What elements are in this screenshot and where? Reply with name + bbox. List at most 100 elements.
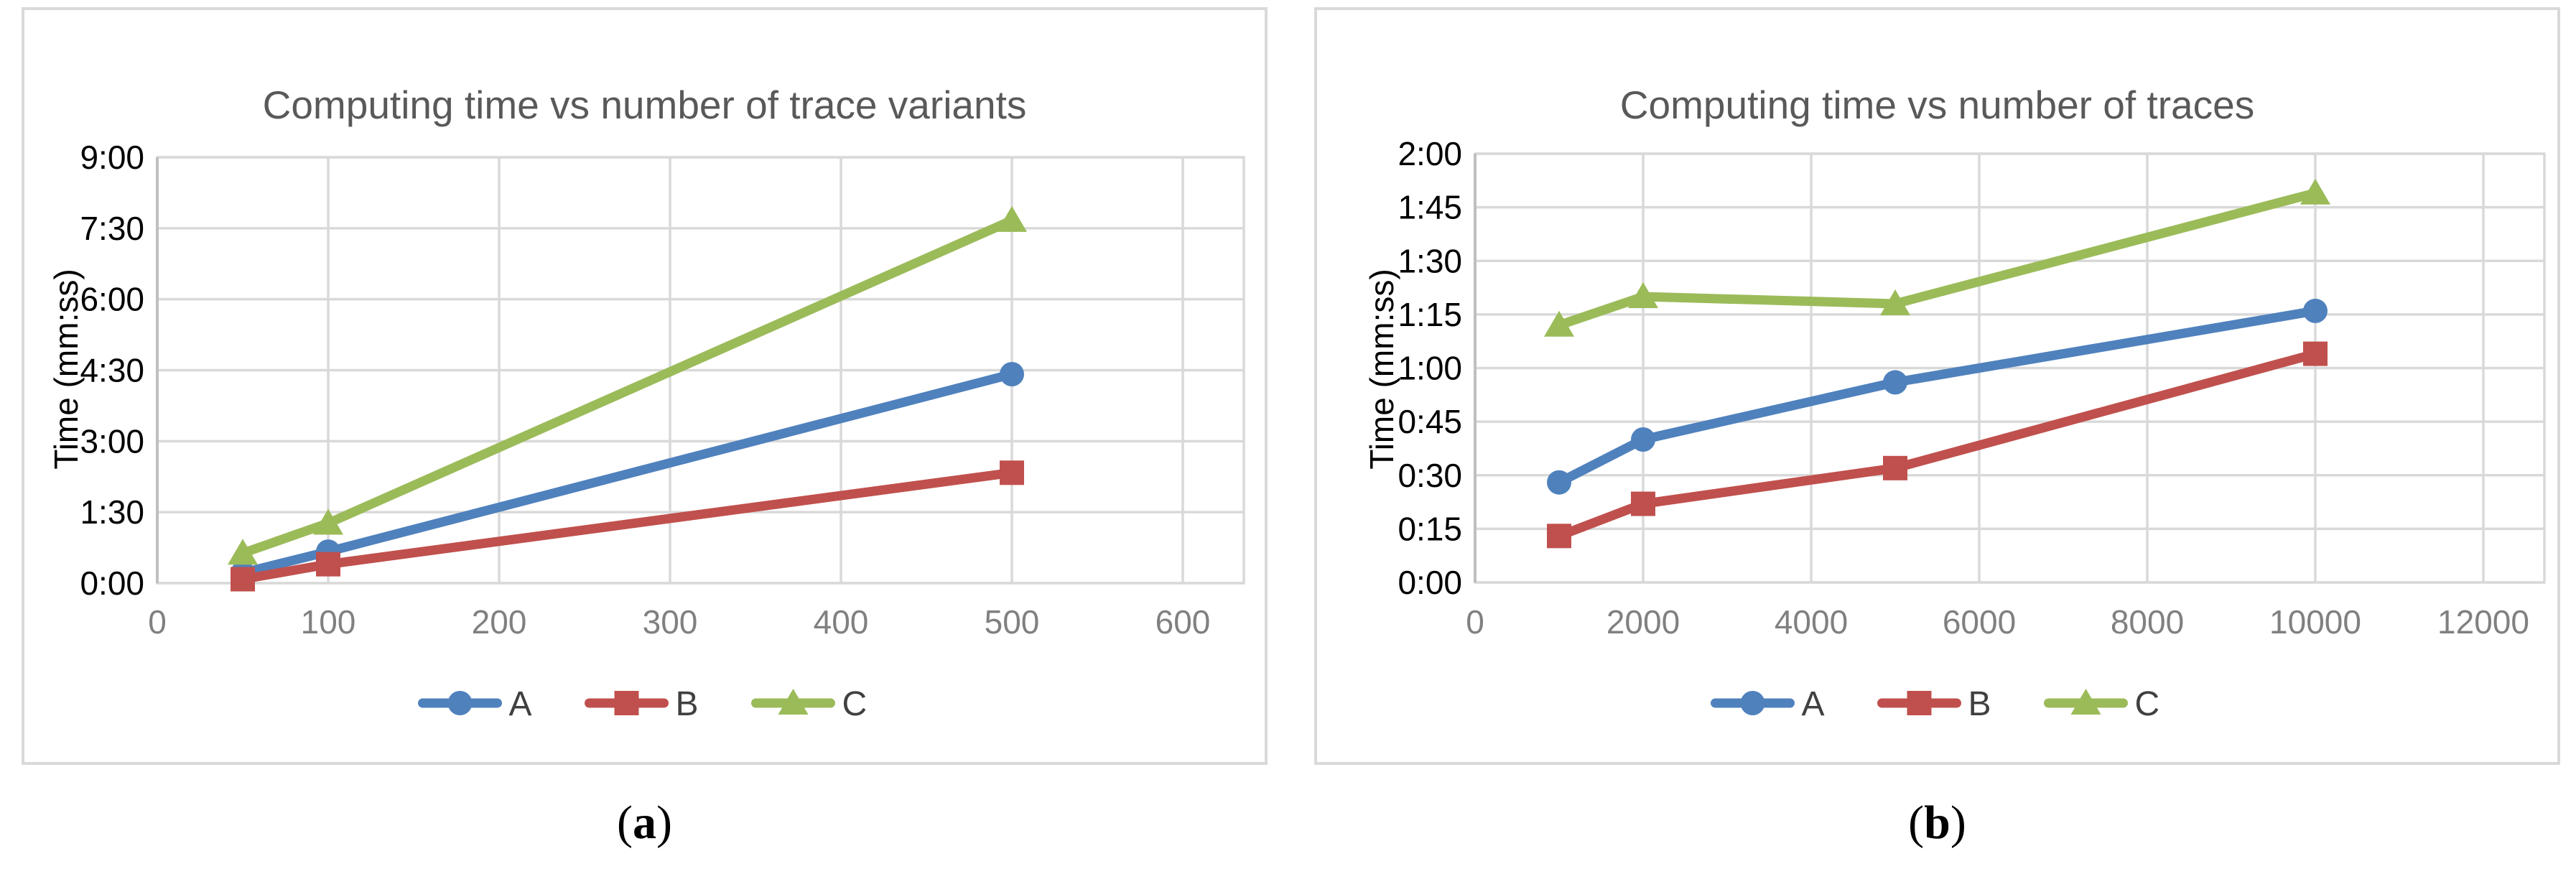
chart-b-legend-item-A: A [1711,685,1825,723]
chart-b-legend-label-B: B [1968,685,1991,723]
chart-b-x-tick-label: 6000 [1943,603,2016,641]
chart-b-x-tick-label: 2000 [1606,603,1680,641]
chart-b-y-tick-labels: 0:00 0:15 0:30 0:45 1:00 1:15 1:30 1:45 2:00 [1398,135,1462,601]
chart-a-x-tick-label: 600 [1156,603,1211,641]
chart-b-legend-label-A: A [1802,685,1825,723]
caption-a-letter: a [633,796,656,849]
chart-a-y-tick-label: 7:30 [80,210,144,247]
chart-b-x-tick-label: 8000 [2111,603,2184,641]
chart-b-series-B-marker [2303,341,2328,366]
caption-b: (b) [1314,796,2560,850]
chart-b-series-B-marker [1883,455,1907,480]
chart-a-y-tick-labels: 0:00 1:30 3:00 4:30 6:00 7:30 9:00 [80,139,144,602]
caption-a-close: ) [656,796,672,849]
chart-a-legend-item-A: A [418,685,532,723]
chart-a-legend-label-A: A [509,685,532,723]
chart-a-y-tick-label: 6:00 [80,281,144,318]
chart-a-legend-item-B: B [585,685,699,723]
chart-a-legend-item-C: C [751,685,868,723]
chart-b-series-C [1544,178,2330,337]
chart-b-y-tick-label: 0:45 [1398,403,1462,440]
chart-b-series-C-line [1554,188,2320,330]
chart-b-series-B [1547,341,2328,549]
chart-b-series-C-marker [1880,289,1910,315]
chart-b-series-A-marker [1547,470,1571,495]
caption-b-open: ( [1908,796,1925,849]
caption-a-open: ( [617,796,633,849]
chart-a-series-B-marker [316,552,340,577]
chart-a-y-tick-label: 1:30 [80,493,144,531]
chart-a-series-C [228,205,1027,565]
chart-a-series-B-marker [1000,460,1024,485]
chart-b-x-tick-label: 10000 [2269,603,2361,641]
chart-a-panel: Computing time vs number of trace varian… [22,7,1268,765]
chart-a-x-tick-labels: 0 100 200 300 400 500 600 [148,603,1210,641]
chart-a-y-tick-label: 4:30 [80,352,144,389]
chart-b-gridlines [1474,152,2544,584]
chart-a-x-tick-label: 0 [148,603,167,641]
chart-b-series-B-line [1554,349,2320,541]
chart-a-y-tick-label: 3:00 [80,422,144,460]
chart-b-y-tick-label: 1:30 [1398,242,1462,279]
chart-a-series-B-marker [231,567,255,592]
chart-b-series-A-line [1554,306,2320,488]
chart-a-series-C-line [238,215,1017,558]
chart-b-x-tick-labels: 0 2000 4000 6000 8000 10000 12000 [1466,603,2529,641]
chart-b-series-C-marker [1628,282,1658,308]
chart-b-y-tick-label: 0:00 [1398,564,1462,601]
chart-b-legend-item-B: B [1877,685,1991,723]
caption-a: (a) [22,796,1268,850]
chart-a-series-C-marker [313,508,343,535]
chart-b-series-A-marker [1631,427,1655,452]
chart-b-series-C-marker [2300,178,2330,205]
chart-b-y-tick-label: 1:45 [1398,189,1462,226]
chart-b-series-B-marker [1631,491,1655,516]
caption-b-letter: b [1924,796,1950,849]
chart-b-x-tick-label: 4000 [1775,603,1848,641]
chart-b-legend-marker-B [1907,691,1932,715]
chart-a-series-B-line [238,468,1017,585]
chart-b-series-B-marker [1547,524,1571,549]
chart-b-y-tick-label: 1:15 [1398,296,1462,333]
chart-a-y-tick-label: 0:00 [80,564,144,602]
chart-a-series-A-line [238,369,1017,578]
chart-a-legend-marker-C [778,689,809,715]
chart-a-legend-marker-A [447,691,473,715]
chart-b-legend: A B C [1711,685,2160,723]
chart-a-x-tick-label: 300 [643,603,698,641]
chart-a-series-B [231,460,1024,592]
chart-a-x-tick-label: 400 [814,603,869,641]
chart-b-y-tick-label: 0:15 [1398,510,1462,547]
chart-b-legend-item-C: C [2044,685,2160,723]
chart-a-series-A-marker [1000,361,1024,386]
caption-b-close: ) [1950,796,1966,849]
chart-b-y-tick-label: 0:30 [1398,457,1462,494]
chart-a-legend-marker-B [614,691,639,715]
chart-a-y-tick-label: 9:00 [80,139,144,176]
chart-a-gridlines [156,156,1244,585]
chart-a-x-tick-label: 500 [985,603,1040,641]
chart-b-series-C-marker [1544,310,1574,337]
chart-b-legend-label-C: C [2135,685,2160,723]
chart-a-series-C-marker [228,539,258,565]
chart-a-legend: A B C [418,685,868,723]
chart-b-y-tick-label: 2:00 [1398,135,1462,172]
chart-a-legend-label-B: B [676,685,699,723]
chart-b-x-tick-label: 0 [1466,603,1484,641]
chart-b-series-A [1547,298,2328,495]
chart-a-series-C-marker [997,205,1027,232]
chart-b-title: Computing time vs number of traces [1619,83,2255,127]
chart-b-y-tick-label: 1:00 [1398,350,1462,387]
chart-b-plot: 0:00 0:15 0:30 0:45 1:00 1:15 1:30 1:45 2:00 0 200… [1398,135,2546,723]
chart-a-x-tick-label: 100 [301,603,356,641]
chart-b-legend-marker-C [2070,689,2101,715]
chart-a-x-tick-label: 200 [472,603,527,641]
chart-b-x-tick-label: 12000 [2437,603,2529,641]
chart-b-panel: Computing time vs number of traces Time … [1314,7,2560,765]
chart-a-plot: 0:00 1:30 3:00 4:30 6:00 7:30 9:00 0 100 200 300 40… [80,139,1245,723]
chart-b-series-A-marker [2303,298,2328,323]
chart-a-title: Computing time vs number of trace varian… [262,83,1027,127]
chart-a-legend-label-C: C [842,685,868,723]
chart-b-series-A-marker [1883,370,1907,395]
